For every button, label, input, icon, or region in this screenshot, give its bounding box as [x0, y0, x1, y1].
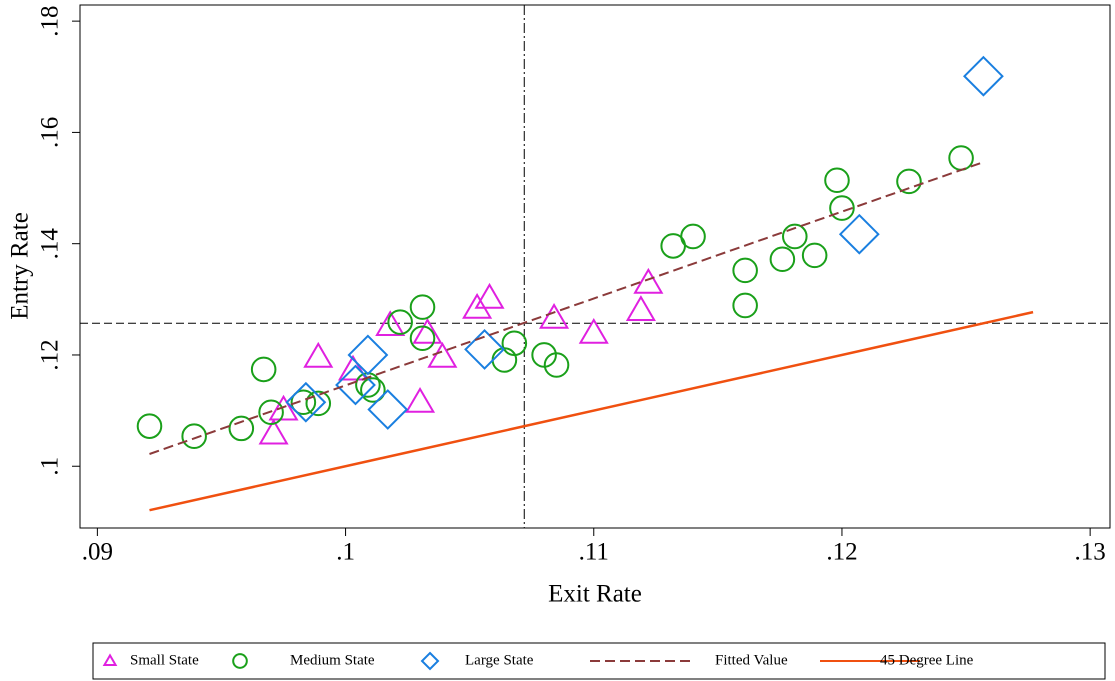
marker-circle	[769, 246, 796, 273]
marker-circle	[258, 399, 284, 426]
legend-label: Fitted Value	[715, 652, 788, 668]
marker-triangle	[427, 341, 458, 368]
marker-triangle	[625, 295, 656, 321]
marker-circle	[228, 415, 255, 442]
legend-label: Large State	[465, 652, 534, 668]
marker-circle	[782, 223, 808, 250]
legend-box	[92, 642, 1106, 680]
y-tick-label: .18	[37, 6, 64, 37]
y-tick-label: .1	[37, 457, 64, 476]
legend-label: 45 Degree Line	[880, 652, 974, 668]
marker-diamond	[367, 389, 409, 430]
marker-circle	[829, 195, 855, 221]
marker-triangle	[337, 354, 369, 381]
marker-triangle	[258, 418, 289, 445]
x-tick-label: .11	[579, 539, 609, 566]
y-axis-label: Entry Rate	[7, 212, 34, 320]
marker-circle	[680, 223, 706, 250]
marker-circle	[290, 389, 317, 416]
marker-triangle	[102, 653, 118, 666]
marker-diamond	[963, 55, 1004, 97]
marker-circle	[409, 325, 436, 352]
marker-triangle	[474, 282, 505, 309]
marker-triangle	[375, 310, 406, 336]
marker-circle	[491, 347, 518, 373]
marker-diamond	[285, 381, 327, 423]
marker-circle	[501, 330, 528, 357]
marker-circle	[543, 352, 570, 378]
line	[149, 310, 1034, 512]
x-tick-label: .09	[82, 539, 113, 566]
marker-circle	[801, 242, 828, 269]
marker-circle	[824, 167, 850, 194]
marker-triangle	[462, 292, 493, 319]
marker-diamond	[335, 364, 376, 406]
marker-triangle	[412, 317, 443, 344]
y-tick-label: .12	[37, 339, 64, 370]
marker-triangle	[404, 386, 436, 413]
y-tick-label: .16	[37, 117, 64, 148]
x-tick-label: .1	[336, 539, 355, 566]
marker-triangle	[303, 341, 334, 368]
marker-diamond	[464, 328, 505, 370]
legend-label: Medium State	[290, 652, 375, 668]
marker-circle	[232, 653, 248, 669]
marker-triangle	[539, 302, 570, 329]
x-tick-label: .12	[826, 539, 857, 566]
marker-circle	[305, 390, 332, 417]
marker-triangle	[633, 267, 664, 294]
marker-circle	[732, 292, 758, 319]
marker-circle	[409, 294, 436, 320]
marker-diamond	[347, 334, 389, 376]
x-tick-label: .13	[1075, 539, 1106, 566]
plot-frame	[79, 4, 1111, 529]
legend-label: Small State	[130, 652, 199, 668]
marker-circle	[250, 356, 277, 383]
line	[149, 162, 982, 455]
marker-circle	[948, 145, 974, 171]
marker-circle	[360, 377, 386, 403]
marker-triangle	[268, 394, 299, 421]
marker-circle	[181, 423, 207, 449]
marker-diamond	[420, 651, 440, 671]
marker-circle	[896, 168, 922, 195]
marker-triangle	[578, 317, 609, 344]
y-tick-label: .14	[37, 228, 64, 260]
marker-circle	[136, 413, 163, 439]
marker-circle	[387, 309, 413, 335]
marker-diamond	[838, 213, 880, 255]
x-axis-label: Exit Rate	[548, 581, 642, 608]
marker-circle	[732, 257, 758, 284]
